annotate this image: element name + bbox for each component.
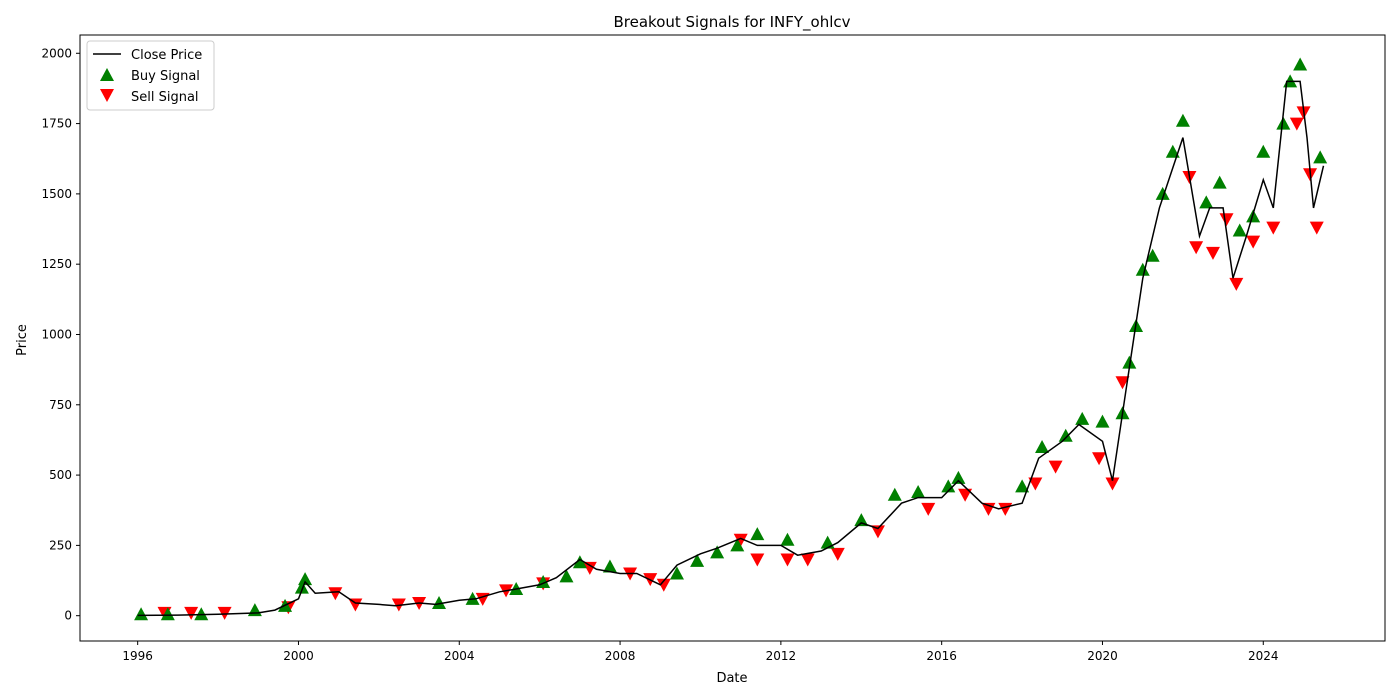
- y-tick-label: 750: [49, 398, 72, 412]
- y-axis-title: Price: [15, 324, 30, 356]
- buy-signal-marker: [730, 538, 745, 552]
- plot-frame: [79, 34, 1386, 642]
- legend-close-label: Close Price: [131, 48, 202, 63]
- sell-signal-marker: [1309, 221, 1324, 235]
- y-tick-label: 250: [49, 538, 72, 552]
- sell-signal-marker: [921, 502, 936, 516]
- x-tick-label: 2008: [605, 649, 636, 663]
- buy-signal-marker: [1035, 439, 1050, 453]
- buy-signal-marker: [1015, 479, 1030, 493]
- chart-title: Breakout Signals for INFY_ohlcv: [614, 13, 851, 32]
- buy-signal-marker: [710, 545, 725, 559]
- sell-signal-marker: [800, 553, 815, 567]
- buy-signal-marker: [690, 553, 705, 567]
- sell-signal-marker: [656, 578, 671, 592]
- sell-signal-marker: [1115, 376, 1130, 390]
- sell-signal-marker: [1289, 117, 1304, 131]
- legend-buy-swatch: [100, 68, 114, 81]
- y-tick-label: 0: [64, 609, 72, 623]
- legend: Close Price Buy Signal Sell Signal: [86, 40, 215, 111]
- sell-signal-marker: [1028, 477, 1043, 491]
- sell-signal-marker: [1246, 235, 1261, 249]
- sell-signal-marker: [958, 488, 973, 502]
- buy-signal-marker: [602, 559, 617, 573]
- y-tick-label: 1750: [41, 117, 72, 131]
- buy-signal-marker: [1175, 113, 1190, 127]
- y-tick-label: 1500: [41, 187, 72, 201]
- sell-signal-marker: [830, 547, 845, 561]
- buy-signal-marker: [780, 532, 795, 546]
- y-tick-label: 2000: [41, 46, 72, 60]
- buy-signal-marker: [1165, 144, 1180, 158]
- x-tick-label: 2004: [444, 649, 475, 663]
- buy-signal-marker: [134, 607, 149, 621]
- buy-signal-marker: [432, 596, 447, 610]
- sell-signal-marker: [780, 553, 795, 567]
- buy-signal-marker: [911, 484, 926, 498]
- buy-signal-marker: [1095, 414, 1110, 428]
- sell-signal-marker: [1092, 452, 1107, 466]
- sell-signal-marker: [870, 525, 885, 539]
- buy-signal-marker: [1155, 186, 1170, 200]
- close-price-line: [137, 80, 1325, 617]
- buy-signal-marker: [941, 479, 956, 493]
- plot-area: [79, 34, 1386, 642]
- x-tick-label: 1996: [122, 649, 153, 663]
- y-tick-label: 500: [49, 468, 72, 482]
- buy-signal-marker: [559, 569, 574, 583]
- x-axis-title: Date: [716, 671, 747, 686]
- sell-signal-marker: [1205, 246, 1220, 260]
- y-axis: 0 250 500 750 1000 1250 1500 1750 2000: [41, 46, 80, 623]
- buy-signal-marker: [1232, 223, 1247, 237]
- sell-signal-marker: [1189, 241, 1204, 255]
- sell-signal-marker: [184, 606, 199, 620]
- y-tick-label: 1250: [41, 257, 72, 271]
- buy-signal-marker: [1058, 428, 1073, 442]
- sell-signal-marker: [582, 561, 597, 575]
- sell-signal-marker: [1048, 460, 1063, 474]
- buy-signal-marker: [750, 527, 765, 541]
- legend-box: [86, 40, 215, 111]
- x-axis: 1996 2000 2004 2008 2012 2016 2020 2024: [122, 641, 1279, 663]
- buy-signal-marker: [1075, 411, 1090, 425]
- sell-signal-marker: [1219, 213, 1234, 227]
- buy-signal-marker: [194, 607, 209, 621]
- buy-signal-marker: [887, 487, 902, 501]
- buy-signal-marker: [1212, 175, 1227, 189]
- buy-signal-marker: [298, 572, 313, 586]
- sell-signal-marker: [1229, 277, 1244, 291]
- buy-signal-marker: [854, 513, 869, 527]
- x-tick-label: 2020: [1087, 649, 1118, 663]
- y-tick-label: 1000: [41, 327, 72, 341]
- buy-signal-marker: [1293, 57, 1308, 71]
- buy-signal-marker: [160, 607, 175, 621]
- buy-signal-marker: [1256, 144, 1271, 158]
- buy-signal-marker: [465, 591, 480, 605]
- buy-signal-marker: [669, 566, 684, 580]
- buy-signal-marker: [1199, 195, 1214, 209]
- buy-signal-marker: [1313, 150, 1328, 164]
- buy-signal-marker: [951, 470, 966, 484]
- x-tick-label: 2012: [766, 649, 797, 663]
- buy-signal-marker: [1276, 116, 1291, 130]
- legend-sell-label: Sell Signal: [131, 90, 199, 105]
- buy-signal-marker: [1135, 262, 1150, 276]
- sell-signal-marker: [348, 598, 363, 612]
- buy-signal-marker: [572, 555, 587, 569]
- buy-signal-marker: [1122, 355, 1137, 369]
- sell-signal-marker: [750, 553, 765, 567]
- sell-signal-marker: [733, 533, 748, 547]
- x-tick-label: 2000: [283, 649, 314, 663]
- buy-signal-marker: [1145, 248, 1160, 262]
- buy-signal-marker: [294, 580, 309, 594]
- legend-buy-label: Buy Signal: [131, 69, 200, 84]
- sell-signal-marker: [328, 587, 343, 601]
- legend-sell-swatch: [100, 89, 114, 102]
- sell-signal-marker: [1266, 221, 1281, 235]
- x-tick-label: 2016: [926, 649, 957, 663]
- sell-signal-marker: [1105, 477, 1120, 491]
- x-tick-label: 2024: [1248, 649, 1279, 663]
